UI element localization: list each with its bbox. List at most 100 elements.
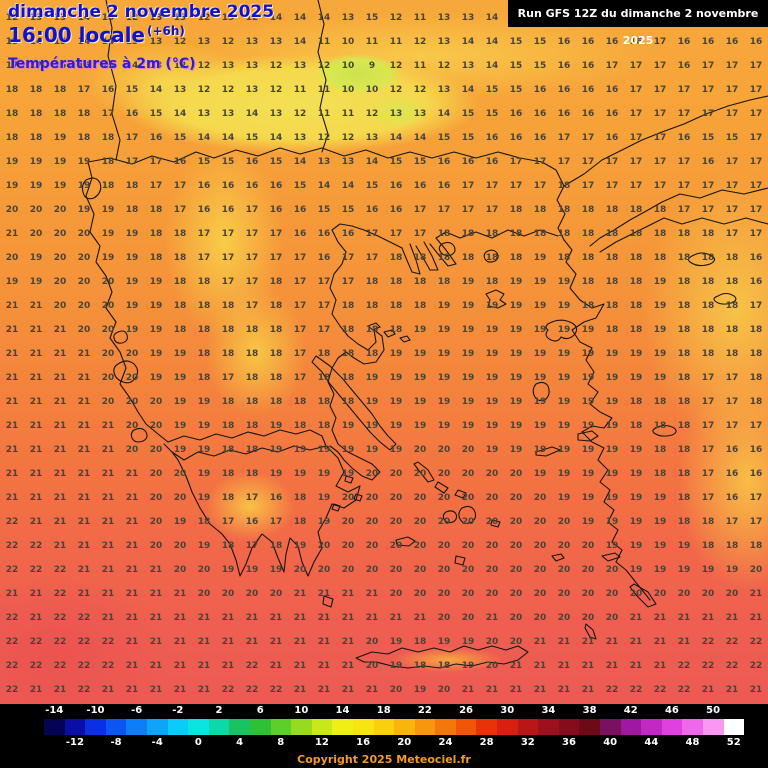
map-area[interactable]: 12 13 13 14 13 12 13 13 12 13 12 14 14 14 13 15 12 11 13 13… [0,0,768,704]
temp-value: 19 [413,685,427,695]
temp-value: 18 [341,373,355,383]
temp-value: 17 [749,517,763,527]
temp-value: 18 [197,349,211,359]
temp-value: 21 [581,685,595,695]
temp-value: 17 [461,205,475,215]
temp-value: 21 [317,637,331,647]
temp-value: 21 [125,661,139,671]
temp-value: 13 [149,13,163,23]
temp-value: 21 [29,469,43,479]
temp-value: 19 [509,277,523,287]
temp-value: 19 [533,277,547,287]
temp-value: 19 [269,469,283,479]
temp-value: 17 [653,181,667,191]
temp-value: 18 [629,205,643,215]
temp-value: 19 [5,277,19,287]
temp-value: 19 [605,469,619,479]
temp-value: 15 [413,157,427,167]
temp-value: 19 [629,517,643,527]
temp-value: 16 [221,205,235,215]
temp-value: 15 [533,37,547,47]
border-west [105,0,121,161]
temp-value: 18 [605,301,619,311]
temp-value: 18 [389,325,403,335]
chalkidiki-athos [429,237,457,267]
temp-value: 17 [701,445,715,455]
temp-value: 18 [701,325,715,335]
temp-value: 17 [725,61,739,71]
temp-value: 13 [149,37,163,47]
temp-value: 20 [53,205,67,215]
temp-value: 20 [509,517,523,527]
temp-value: 20 [101,373,115,383]
temp-value: 17 [245,229,259,239]
temp-value: 12 [413,37,427,47]
temp-value: 20 [341,541,355,551]
temp-value: 17 [749,109,763,119]
temp-value: 18 [5,85,19,95]
temp-value: 14 [269,13,283,23]
temp-value: 19 [53,181,67,191]
temp-value: 21 [101,685,115,695]
temp-value: 18 [653,229,667,239]
temp-value: 14 [485,13,499,23]
temp-value: 18 [653,205,667,215]
scale-label: -10 [86,705,105,716]
temp-value: 21 [557,661,571,671]
temp-value: 18 [293,397,307,407]
time-offset-label: (+6h) [147,24,185,38]
temp-value: 21 [101,469,115,479]
temp-value: 21 [677,613,691,623]
temp-value: 14 [197,133,211,143]
temp-value: 17 [269,229,283,239]
temp-value: 19 [605,397,619,407]
scale-label: 30 [500,705,515,716]
temp-value: 20 [461,445,475,455]
temp-value: 18 [269,301,283,311]
temp-value: 17 [269,517,283,527]
temp-value: 19 [149,349,163,359]
temp-value: 20 [365,469,379,479]
temp-value: 13 [341,157,355,167]
temp-value: 19 [173,373,187,383]
temp-value: 17 [341,253,355,263]
temp-value: 18 [677,301,691,311]
scale-label: 12 [314,737,329,748]
temp-value: 20 [749,565,763,575]
temp-value: 18 [293,517,307,527]
temp-value: 20 [413,493,427,503]
temp-value: 18 [677,373,691,383]
temp-value: 13 [365,133,379,143]
temp-value: 19 [437,349,451,359]
temp-value: 20 [461,541,475,551]
temp-value: 17 [533,181,547,191]
temp-value: 17 [533,157,547,167]
temp-value: 19 [653,565,667,575]
scale-swatch [44,719,65,735]
temp-value: 21 [29,493,43,503]
temp-value: 17 [5,61,19,71]
mainland-east-coast [327,223,403,481]
temp-value: 20 [533,541,547,551]
temp-value: 19 [173,397,187,407]
scale-label: 50 [706,705,721,716]
temp-value: 21 [533,685,547,695]
temp-value: 19 [245,565,259,575]
scale-swatch [373,719,395,735]
temp-value: 14 [461,85,475,95]
temp-value: 17 [629,109,643,119]
temp-value: 13 [413,109,427,119]
temp-value: 19 [197,421,211,431]
temp-value: 17 [245,301,259,311]
temp-value: 19 [53,133,67,143]
temp-value: 19 [629,373,643,383]
temp-value: 16 [581,37,595,47]
temp-value: 19 [77,181,91,191]
temp-value: 20 [557,565,571,575]
temp-value: 20 [365,541,379,551]
temp-value: 14 [389,133,403,143]
temp-value: 16 [197,181,211,191]
temp-value: 16 [149,133,163,143]
temp-value: 17 [221,253,235,263]
temp-value: 12 [413,85,427,95]
